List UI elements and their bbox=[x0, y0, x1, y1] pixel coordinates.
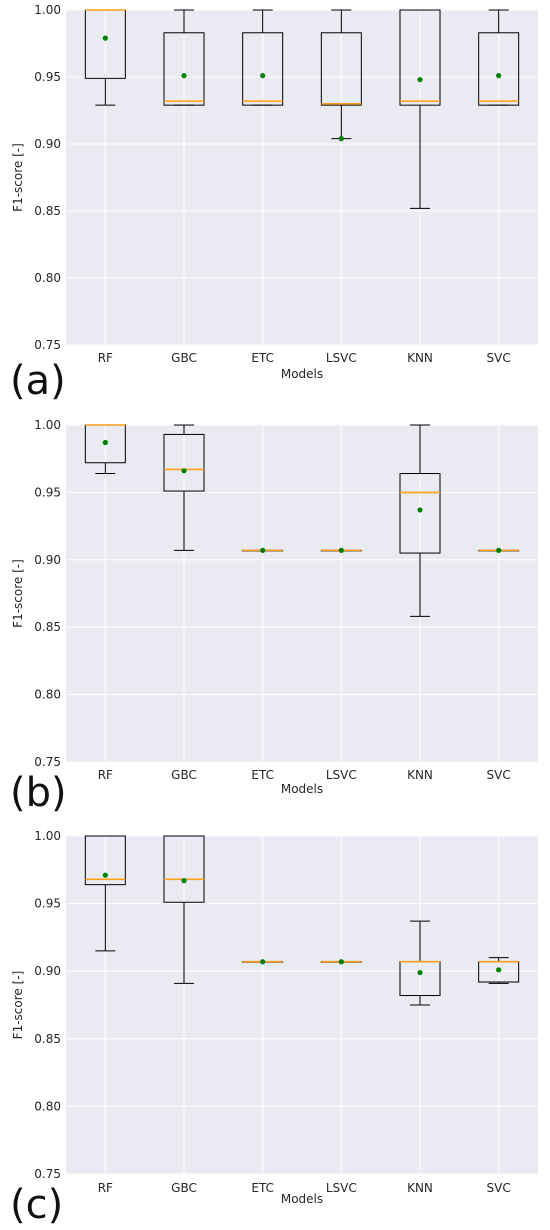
y-tick-label: 0.90 bbox=[34, 137, 61, 151]
mean-marker bbox=[260, 959, 266, 965]
panel-3: 0.75 0.80 0.85 0.90 0.95 1.00 RF GBC ETC LSVC KNN S… bbox=[10, 829, 538, 1228]
box-svc bbox=[478, 9, 520, 106]
x-tick-label: RF bbox=[98, 1181, 113, 1195]
y-tick-label: 0.95 bbox=[34, 485, 61, 499]
mean-marker bbox=[496, 73, 502, 79]
mean-marker bbox=[260, 73, 266, 79]
x-tick-label: KNN bbox=[407, 351, 433, 365]
x-tick-label: KNN bbox=[407, 1181, 433, 1195]
y-tick-label: 0.80 bbox=[34, 688, 61, 702]
y-tick-label: 0.85 bbox=[34, 620, 61, 634]
panel-letter: (b) bbox=[10, 770, 67, 816]
y-tick-label: 0.75 bbox=[34, 338, 61, 352]
y-axis-label: F1-score [-] bbox=[11, 971, 25, 1040]
x-tick-label: SVC bbox=[487, 1181, 511, 1195]
x-tick-label: SVC bbox=[487, 768, 511, 782]
mean-marker bbox=[338, 136, 344, 142]
plot-area bbox=[66, 10, 538, 345]
mean-marker bbox=[181, 878, 187, 884]
panel-1: 0.75 0.80 0.85 0.90 0.95 1.00 RF GBC ETC LSVC KNN S… bbox=[10, 3, 538, 404]
x-tick-label: GBC bbox=[171, 351, 197, 365]
box-lsvc bbox=[320, 959, 362, 965]
panel-letter: (a) bbox=[10, 358, 66, 404]
box-body bbox=[84, 835, 126, 886]
x-axis-label: Models bbox=[281, 367, 323, 381]
box-body bbox=[399, 9, 441, 106]
box-svc bbox=[478, 957, 520, 984]
panel-2: 0.75 0.80 0.85 0.90 0.95 1.00 RF GBC ETC LSVC KNN S… bbox=[10, 418, 538, 816]
y-tick-label: 0.85 bbox=[34, 204, 61, 218]
box-svc bbox=[478, 547, 520, 553]
mean-marker bbox=[102, 439, 108, 446]
box-lsvc bbox=[320, 547, 362, 553]
y-axis-label: F1-score [-] bbox=[11, 559, 25, 628]
mean-marker bbox=[417, 77, 423, 83]
x-tick-label: GBC bbox=[171, 1181, 197, 1195]
box-body bbox=[320, 32, 362, 106]
mean-marker bbox=[496, 967, 502, 973]
x-axis-label: Models bbox=[281, 782, 323, 796]
mean-marker bbox=[496, 547, 502, 553]
y-tick-label: 1.00 bbox=[34, 418, 61, 432]
y-tick-label: 0.95 bbox=[34, 70, 61, 84]
mean-marker bbox=[338, 959, 344, 965]
mean-marker bbox=[260, 547, 266, 553]
panel-letter: (c) bbox=[10, 1182, 63, 1228]
box-body bbox=[399, 473, 441, 554]
y-tick-label: 1.00 bbox=[34, 829, 61, 843]
x-tick-label: LSVC bbox=[326, 768, 357, 782]
x-tick-label: ETC bbox=[251, 768, 274, 782]
box-etc bbox=[242, 547, 284, 553]
box-rf bbox=[84, 9, 126, 106]
panels: 0.75 0.80 0.85 0.90 0.95 1.00 RF GBC ETC LSVC KNN S… bbox=[10, 3, 538, 1228]
mean-marker bbox=[417, 969, 423, 976]
y-tick-label: 0.75 bbox=[34, 1167, 61, 1181]
y-axis-label: F1-score [-] bbox=[11, 143, 25, 212]
x-tick-label: LSVC bbox=[326, 1181, 357, 1195]
box-gbc bbox=[163, 835, 205, 984]
x-tick-label: RF bbox=[98, 768, 113, 782]
x-tick-label: LSVC bbox=[326, 351, 357, 365]
mean-marker bbox=[181, 73, 187, 79]
box-knn bbox=[399, 424, 441, 617]
box-gbc bbox=[163, 424, 205, 551]
y-tick-label: 1.00 bbox=[34, 3, 61, 17]
box-body bbox=[478, 32, 520, 106]
y-tick-label: 0.80 bbox=[34, 1099, 61, 1113]
box-body bbox=[163, 835, 205, 903]
mean-marker bbox=[102, 35, 108, 41]
x-tick-label: SVC bbox=[487, 351, 511, 365]
y-tick-label: 0.80 bbox=[34, 271, 61, 285]
box-knn bbox=[399, 9, 441, 209]
y-tick-label: 0.90 bbox=[34, 964, 61, 978]
mean-marker bbox=[102, 872, 108, 878]
box-body bbox=[163, 32, 205, 106]
x-tick-label: ETC bbox=[251, 351, 274, 365]
mean-marker bbox=[181, 468, 187, 474]
y-tick-label: 0.75 bbox=[34, 755, 61, 769]
box-body bbox=[163, 433, 205, 492]
box-gbc bbox=[163, 9, 205, 106]
mean-marker bbox=[417, 507, 423, 513]
y-tick-label: 0.95 bbox=[34, 897, 61, 911]
plot-area bbox=[66, 836, 538, 1174]
box-body bbox=[242, 32, 284, 106]
box-knn bbox=[399, 920, 441, 1006]
x-axis-label: Models bbox=[281, 1192, 323, 1206]
x-tick-label: RF bbox=[98, 351, 113, 365]
x-tick-label: GBC bbox=[171, 768, 197, 782]
box-etc bbox=[242, 9, 284, 106]
box-etc bbox=[242, 959, 284, 965]
plot-area bbox=[66, 425, 538, 762]
mean-marker bbox=[338, 547, 344, 553]
x-tick-label: ETC bbox=[251, 1181, 274, 1195]
box-lsvc bbox=[320, 9, 362, 142]
y-tick-label: 0.85 bbox=[34, 1032, 61, 1046]
box-rf bbox=[84, 835, 126, 952]
box-rf bbox=[84, 424, 126, 475]
y-tick-label: 0.90 bbox=[34, 553, 61, 567]
x-tick-label: KNN bbox=[407, 768, 433, 782]
